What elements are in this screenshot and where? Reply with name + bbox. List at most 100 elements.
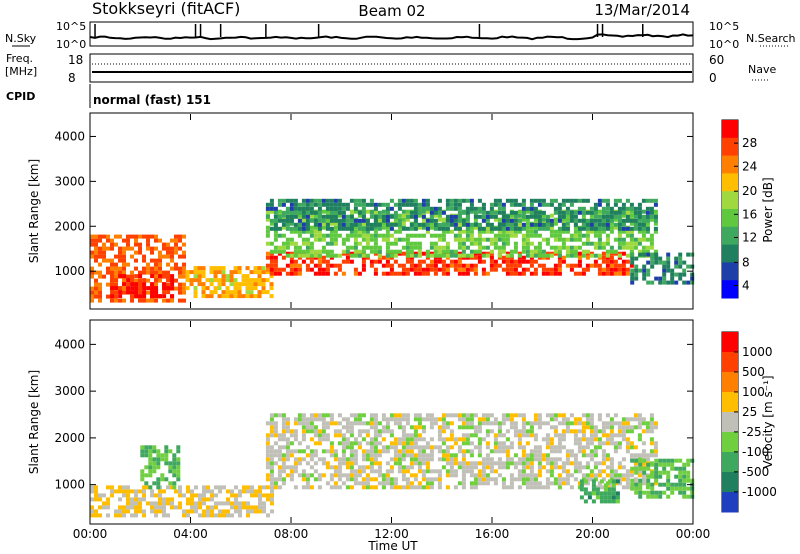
heatmap-cell: [649, 198, 654, 203]
heatmap-cell: [225, 294, 230, 299]
heatmap-cell: [156, 457, 161, 462]
heatmap-cell: [289, 449, 294, 454]
heatmap-cell: [333, 453, 338, 458]
heatmap-cell: [611, 499, 616, 504]
heatmap-cell: [102, 242, 106, 247]
heatmap-cell: [122, 266, 126, 271]
heatmap-cell: [94, 234, 98, 239]
heatmap-cell: [549, 461, 554, 466]
heatmap-cell: [289, 473, 294, 478]
heatmap-cell: [585, 249, 590, 254]
heatmap-cell: [90, 270, 94, 275]
heatmap-cell: [262, 501, 266, 506]
heatmap-cell: [357, 481, 362, 486]
heatmap-cell: [269, 294, 274, 299]
heatmap-cell: [170, 505, 174, 510]
heatmap-cell: [106, 266, 110, 271]
heatmap-cell: [537, 245, 542, 250]
heatmap-cell: [373, 429, 378, 434]
heatmap-cell: [293, 202, 298, 207]
heatmap-cell: [561, 481, 566, 486]
heatmap-cell: [269, 465, 274, 470]
heatmap-cell: [533, 198, 538, 203]
heatmap-cell: [189, 282, 194, 287]
heatmap-cell: [281, 249, 286, 254]
heatmap-cell: [497, 222, 502, 227]
heatmap-cell: [401, 413, 406, 418]
heatmap-cell: [305, 425, 310, 430]
heatmap-cell: [389, 198, 394, 203]
heatmap-cell: [166, 278, 171, 283]
heatmap-cell: [106, 497, 110, 502]
heatmap-cell: [249, 278, 254, 283]
heatmap-cell: [529, 206, 534, 211]
heatmap-cell: [457, 263, 462, 268]
heatmap-cell: [565, 217, 570, 222]
heatmap-cell: [682, 280, 687, 285]
heatmap-cell: [130, 497, 134, 502]
heatmap-cell: [345, 233, 350, 238]
heatmap-cell: [654, 276, 659, 281]
heatmap-cell: [445, 469, 450, 474]
heatmap-cell: [309, 421, 314, 426]
heatmap-cell: [309, 259, 314, 264]
heatmap-cell: [441, 263, 446, 268]
heatmap-cell: [557, 271, 562, 276]
heatmap-cell: [449, 473, 454, 478]
heatmap-cell: [237, 270, 242, 275]
heatmap-cell: [389, 206, 394, 211]
heatmap-cell: [257, 278, 262, 283]
heatmap-cell: [321, 429, 326, 434]
heatmap-cell: [505, 214, 510, 219]
heatmap-cell: [581, 218, 586, 223]
heatmap-cell: [577, 245, 582, 250]
heatmap-cell: [126, 497, 130, 502]
heatmap-cell: [265, 485, 270, 490]
heatmap-cell: [637, 226, 642, 231]
heatmap-cell: [277, 202, 282, 207]
heatmap-cell: [433, 477, 438, 482]
heatmap-cell: [333, 198, 338, 203]
heatmap-cell: [453, 263, 458, 268]
heatmap-cell: [457, 259, 462, 264]
heatmap-cell: [581, 206, 586, 211]
heatmap-cell: [182, 266, 186, 271]
heatmap-cell: [465, 413, 470, 418]
heatmap-cell: [289, 453, 294, 458]
heatmap-cell: [613, 259, 618, 264]
heatmap-cell: [421, 206, 426, 211]
heatmap-cell: [573, 249, 578, 254]
heatmap-cell: [94, 286, 98, 291]
heatmap-cell: [401, 417, 406, 422]
heatmap-cell: [417, 453, 422, 458]
heatmap-cell: [621, 429, 626, 434]
heatmap-cell: [425, 198, 430, 203]
heatmap-cell: [577, 469, 582, 474]
heatmap-cell: [569, 202, 574, 207]
heatmap-cell: [405, 437, 410, 442]
heatmap-cell: [381, 477, 386, 482]
heatmap-cell: [270, 493, 274, 498]
heatmap-cell: [569, 449, 574, 454]
heatmap-cell: [265, 433, 270, 438]
heatmap-cell: [345, 461, 350, 466]
heatmap-cell: [653, 221, 658, 226]
heatmap-cell: [266, 493, 270, 498]
heatmap-cell: [317, 263, 322, 268]
noise-panel-frame: [89, 21, 694, 47]
heatmap-cell: [365, 477, 370, 482]
heatmap-cell: [381, 485, 386, 490]
heatmap-cell: [377, 249, 382, 254]
heatmap-cell: [317, 226, 322, 231]
heatmap-cell: [577, 255, 582, 260]
heatmap-cell: [321, 221, 326, 226]
heatmap-cell: [297, 233, 302, 238]
heatmap-cell: [678, 486, 683, 491]
heatmap-cell: [641, 226, 646, 231]
heatmap-cell: [634, 268, 639, 273]
heatmap-cell: [565, 429, 570, 434]
heatmap-cell: [229, 278, 234, 283]
heatmap-cell: [649, 241, 654, 246]
heatmap-cell: [150, 274, 155, 279]
heatmap-cell: [501, 214, 506, 219]
